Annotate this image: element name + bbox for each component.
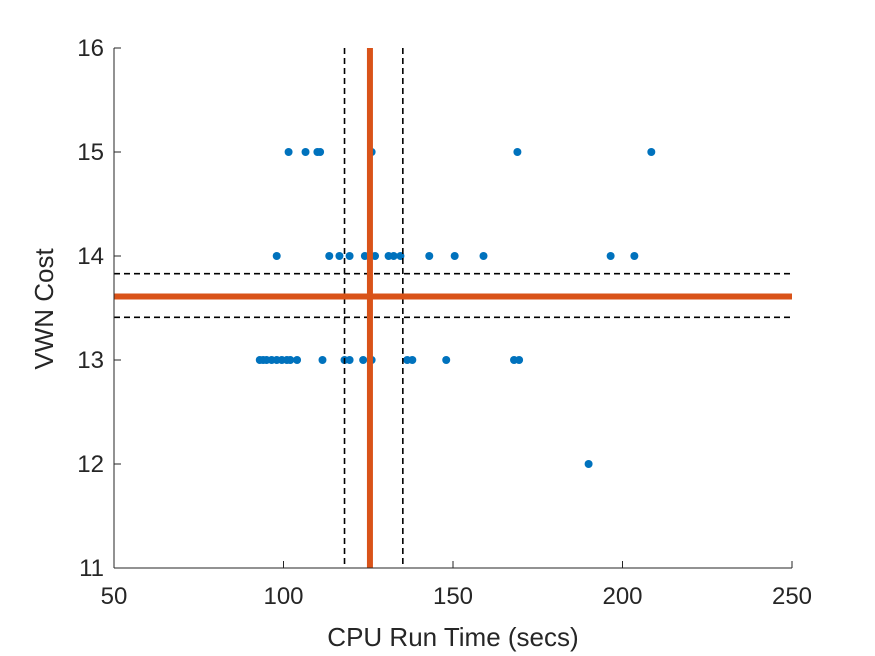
data-point [442,356,451,364]
data-point [286,356,295,364]
x-axis-label: CPU Run Time (secs) [327,622,578,652]
y-tick-label: 13 [77,347,104,374]
plot-area [114,48,792,568]
axes: 50 100 150 200 250 11 12 13 14 15 16 [77,35,812,610]
data-point [389,252,398,260]
data-point [359,356,368,364]
data-point [371,252,380,260]
x-tick-label: 50 [101,583,128,610]
x-tick-label: 200 [602,583,642,610]
data-point [360,252,369,260]
data-point [630,252,639,260]
data-point [606,252,615,260]
x-tick-label: 150 [433,583,473,610]
x-tick-label: 250 [772,583,812,610]
data-point [408,356,417,364]
data-point [316,148,325,156]
data-point [345,252,354,260]
data-point [293,356,302,364]
y-tick-label: 12 [77,451,104,478]
data-point [335,252,344,260]
data-point [513,148,522,156]
y-tick-label: 14 [77,243,104,270]
data-point [318,356,327,364]
data-point [647,148,656,156]
y-tick-label: 15 [77,139,104,166]
x-tick-label: 100 [263,583,303,610]
data-point [450,252,459,260]
data-point [515,356,524,364]
data-point [584,460,593,468]
data-point [479,252,488,260]
data-point [325,252,334,260]
y-tick-label: 16 [77,35,104,62]
data-point [425,252,434,260]
data-point [284,148,293,156]
y-tick-label: 11 [79,555,104,582]
data-point [301,148,310,156]
data-point [345,356,354,364]
y-axis-label: VWN Cost [29,248,59,370]
data-point [272,252,281,260]
